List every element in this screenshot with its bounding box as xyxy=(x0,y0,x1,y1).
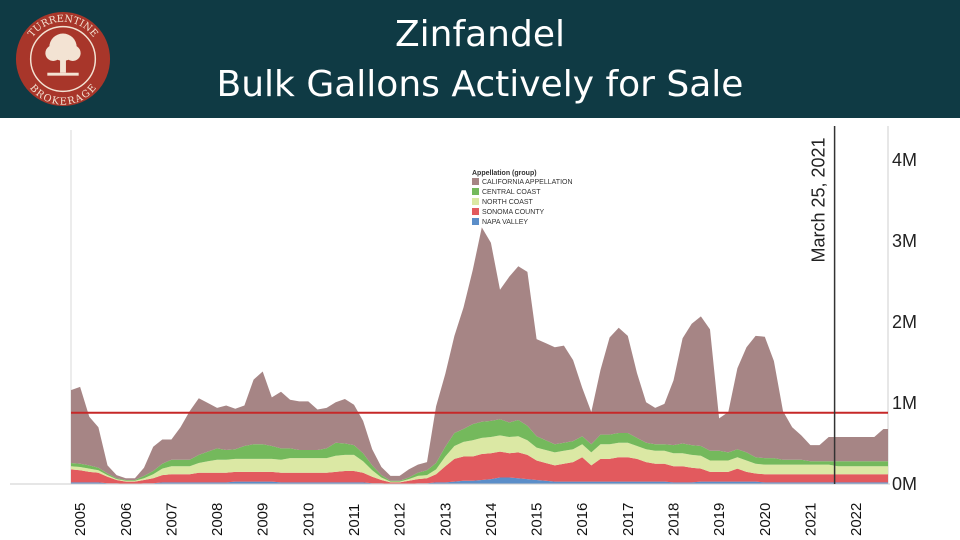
x-tick-label: 2013 xyxy=(437,503,454,536)
y-tick-label: 4M xyxy=(892,150,917,170)
x-tick-label: 2010 xyxy=(300,503,317,536)
x-tick-label: 2016 xyxy=(574,503,591,536)
x-tick-label: 2007 xyxy=(163,503,180,536)
x-tick-label: 2005 xyxy=(72,503,89,536)
legend: Appellation (group) CALIFORNIA APPELLATI… xyxy=(472,170,573,226)
page-subtitle: Bulk Gallons Actively for Sale xyxy=(216,64,744,105)
x-tick-label: 2017 xyxy=(620,503,637,536)
x-tick-label: 2019 xyxy=(711,503,728,536)
brokerage-logo-icon: TURRENTINE BROKERAGE xyxy=(15,11,111,108)
x-tick-label: 2014 xyxy=(483,503,500,536)
y-tick-label: 1M xyxy=(892,393,917,413)
legend-label: CENTRAL COAST xyxy=(482,189,541,196)
y-tick-label: 0M xyxy=(892,474,917,494)
x-tick-label: 2006 xyxy=(118,503,135,536)
x-tick-label: 2011 xyxy=(346,504,363,536)
area-california-appellation xyxy=(71,227,888,481)
legend-swatch xyxy=(472,218,479,225)
x-tick-label: 2012 xyxy=(392,503,409,536)
x-tick-label: 2018 xyxy=(665,503,682,536)
area-series-group xyxy=(71,227,888,484)
x-tick-label: 2020 xyxy=(757,503,774,536)
x-tick-label: 2009 xyxy=(255,503,272,536)
x-tick-label: 2008 xyxy=(209,503,226,536)
x-tick-label: 2021 xyxy=(802,503,819,536)
y-tick-label: 2M xyxy=(892,312,917,332)
page-title: Zinfandel xyxy=(394,14,566,55)
legend-label: NAPA VALLEY xyxy=(482,219,528,226)
legend-label: NORTH COAST xyxy=(482,199,534,206)
legend-label: CALIFORNIA APPELLATION xyxy=(482,179,573,186)
legend-swatch xyxy=(472,188,479,195)
x-axis: 2005 2006 2007 2008 2009 2010 2011 2012 2013 2014… xyxy=(72,503,865,536)
x-tick-label: 2022 xyxy=(848,503,865,536)
annotation-label: March 25, 2021 xyxy=(809,137,829,262)
title-band: TURRENTINE BROKERAGE Zinfandel Bulk Gall… xyxy=(0,0,960,118)
y-axis: 0M 1M 2M 3M 4M xyxy=(892,150,917,494)
y-tick-label: 3M xyxy=(892,231,917,251)
legend-swatch xyxy=(472,198,479,205)
legend-title: Appellation (group) xyxy=(472,170,537,177)
area-north-coast xyxy=(71,435,888,483)
area-sonoma-county xyxy=(71,451,888,484)
area-napa-valley xyxy=(71,477,888,484)
legend-swatch xyxy=(472,208,479,215)
legend-label: SONOMA COUNTY xyxy=(482,209,545,216)
x-tick-label: 2015 xyxy=(529,503,546,536)
area-central-coast xyxy=(71,419,888,482)
legend-swatch xyxy=(472,178,479,185)
